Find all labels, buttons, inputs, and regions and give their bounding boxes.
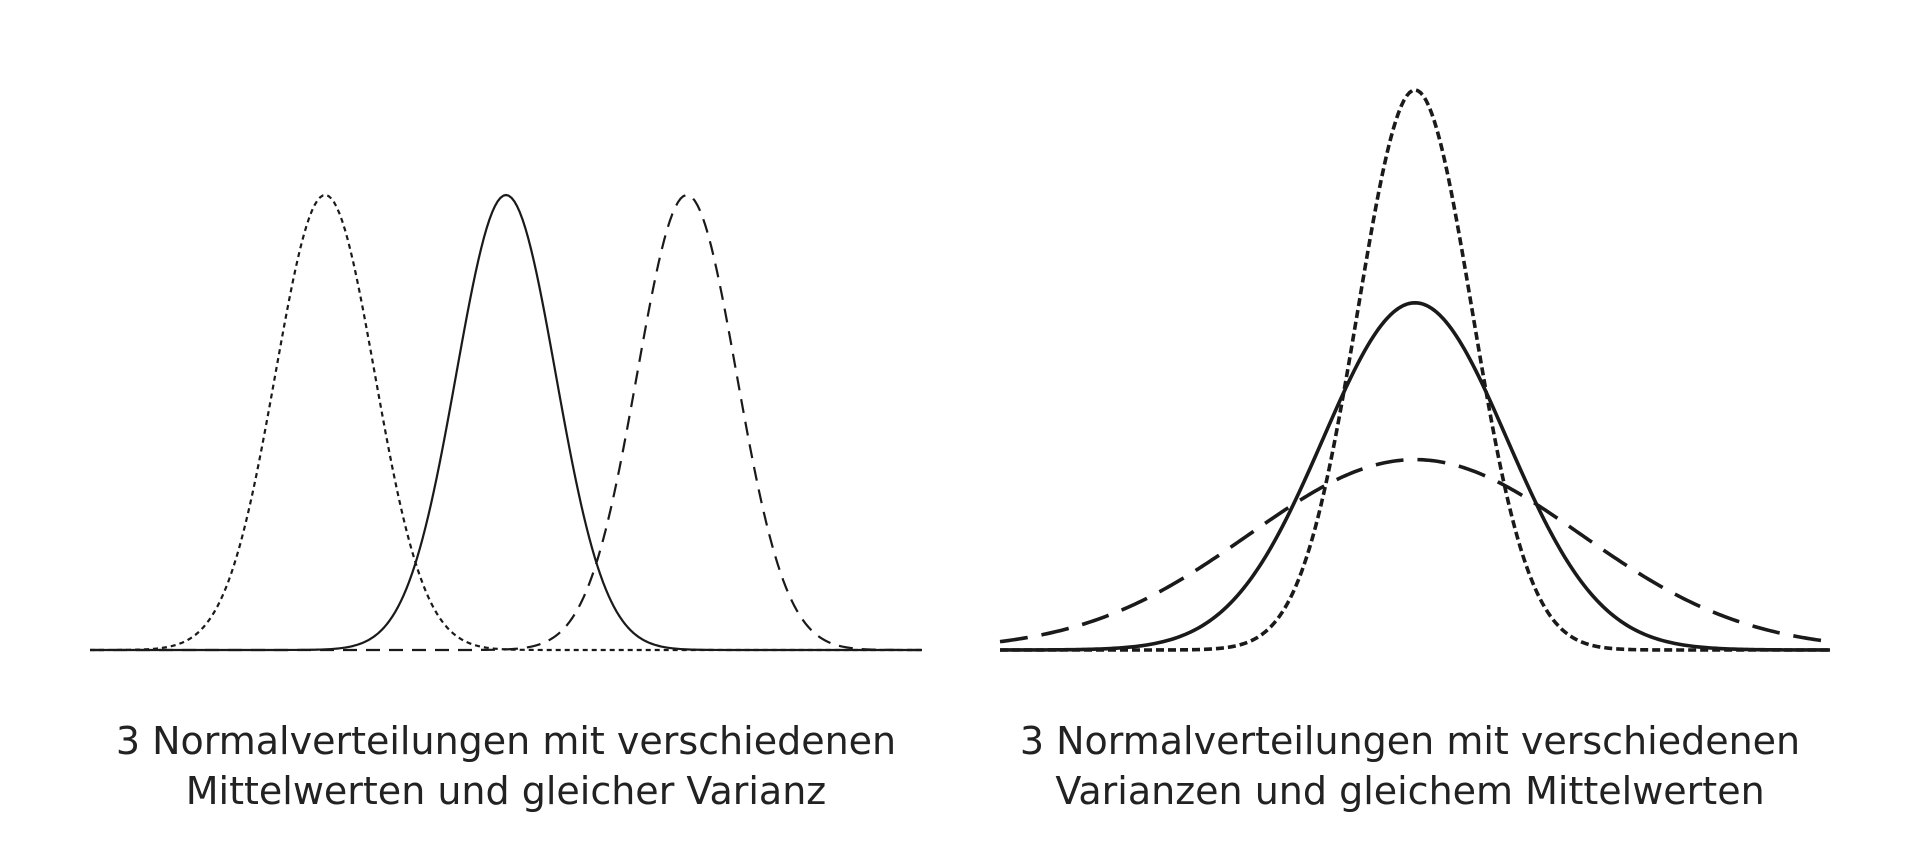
left-series-dotted-curve (90, 193, 922, 652)
left-chart (90, 193, 922, 652)
right-chart (999, 88, 1831, 652)
left-caption-line-1: 3 Normalverteilungen mit verschiedenen (115, 719, 897, 763)
right-chart-caption: 3 Normalverteilungen mit verschiedenen V… (960, 716, 1860, 816)
right-caption-line-2: Varianzen und gleichem Mittelwerten (1055, 769, 1765, 813)
right-series-dashed-curve (999, 457, 1831, 644)
right-series-dotted-curve (1000, 88, 1830, 652)
left-chart-caption: 3 Normalverteilungen mit verschiedenen M… (56, 716, 956, 816)
left-series-solid-curve (90, 193, 922, 652)
left-caption-line-2: Mittelwerten und gleicher Varianz (185, 769, 827, 813)
right-series-solid-curve (999, 301, 1831, 652)
right-caption-line-1: 3 Normalverteilungen mit verschiedenen (1019, 719, 1801, 763)
left-series-dashed-curve (90, 193, 922, 652)
